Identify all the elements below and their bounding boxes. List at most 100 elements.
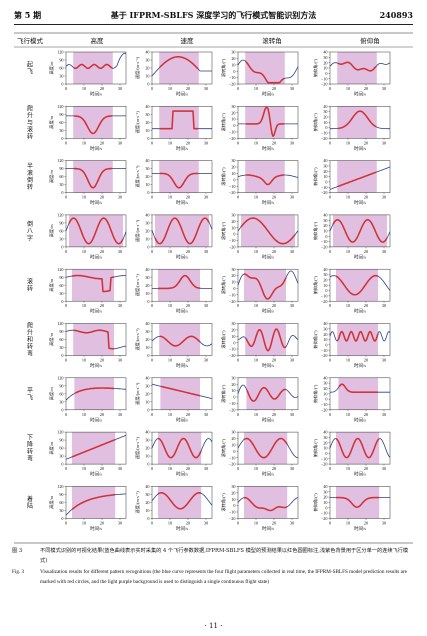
x-tick-label: 10	[254, 520, 258, 525]
y-tick-label: 60	[59, 391, 63, 396]
x-tick-label: 30	[290, 466, 294, 471]
x-axis-label: 时间/s	[176, 145, 188, 152]
x-axis-label: 时间/s	[354, 145, 366, 152]
y-axis-label: 速度/(m·s⁻¹)	[134, 111, 141, 134]
x-tick-label: 20	[186, 249, 190, 254]
x-tick-label: 20	[100, 466, 104, 471]
y-axis-label: 高度/m	[48, 115, 55, 129]
mode-label: 转	[27, 448, 33, 456]
y-tick-label: 40	[323, 321, 327, 326]
x-tick-label: 10	[254, 303, 258, 308]
mode-label: 飞	[27, 69, 33, 76]
y-axis-label: 速度/(m·s⁻¹)	[134, 219, 141, 242]
prediction-markers	[71, 493, 116, 511]
subplot	[328, 51, 391, 86]
y-tick-label: −20	[321, 82, 328, 87]
y-tick-label: 0	[147, 462, 149, 467]
y-axis-label: 滚转角/(°)	[220, 330, 227, 349]
subplot	[328, 377, 391, 412]
y-tick-label: 40	[323, 430, 327, 435]
mode-label: 转	[27, 285, 33, 293]
x-tick-label: 10	[346, 412, 350, 417]
x-tick-label: 0	[329, 466, 331, 471]
mode-label: 倒	[27, 220, 33, 228]
x-tick-label: 20	[186, 358, 190, 363]
x-tick-label: 20	[100, 412, 104, 417]
y-tick-label: 0	[147, 245, 149, 250]
x-tick-label: 20	[272, 412, 276, 417]
y-tick-label: 30	[59, 399, 63, 404]
subplot	[64, 486, 127, 520]
mode-label: 滚	[27, 278, 33, 286]
y-tick-label: −10	[229, 292, 236, 297]
x-axis-label: 时间/s	[354, 253, 366, 260]
x-tick-label: 30	[290, 140, 294, 145]
x-axis-label: 时间/s	[354, 199, 366, 206]
x-tick-label: 10	[346, 140, 350, 145]
mode-label: 和	[27, 336, 33, 344]
x-tick-label: 20	[186, 412, 190, 417]
y-tick-label: 10	[231, 497, 235, 502]
x-tick-label: 30	[382, 249, 386, 254]
y-tick-label: 30	[59, 128, 63, 133]
x-tick-label: 30	[290, 358, 294, 363]
x-tick-label: 30	[290, 249, 294, 254]
y-tick-label: 10	[145, 345, 149, 350]
mode-label: 字	[27, 234, 33, 242]
x-axis-label: 时间/s	[354, 471, 366, 478]
subplot	[150, 106, 213, 140]
x-axis-label: 时间/s	[262, 471, 274, 478]
y-tick-label: 20	[231, 328, 235, 333]
x-tick-label: 20	[186, 466, 190, 471]
y-tick-label: −10	[229, 347, 236, 352]
subplot	[328, 486, 391, 520]
x-tick-label: 0	[237, 195, 239, 200]
y-tick-label: 90	[59, 112, 63, 117]
prediction-markers	[337, 171, 377, 188]
x-tick-label: 0	[151, 249, 153, 254]
x-axis-label: 时间/s	[176, 91, 188, 98]
x-tick-label: 10	[346, 466, 350, 471]
mode-label: 与	[27, 118, 33, 126]
x-tick-label: 20	[186, 195, 190, 200]
y-tick-label: 20	[323, 386, 327, 391]
prediction-markers	[157, 437, 202, 459]
x-tick-label: 10	[254, 86, 258, 91]
subplot	[328, 323, 391, 357]
y-axis-label: 速度/(m·s⁻¹)	[134, 56, 141, 79]
page-number: · 11 ·	[204, 622, 223, 630]
mode-background	[74, 377, 114, 410]
x-axis-label: 时间/s	[262, 145, 274, 152]
y-tick-label: 120	[57, 213, 63, 218]
mode-background	[73, 323, 114, 356]
prediction-markers	[160, 385, 201, 397]
x-tick-label: 20	[186, 303, 190, 308]
mode-label: 弯	[27, 350, 33, 358]
y-tick-label: 20	[231, 110, 235, 115]
x-tick-label: 0	[329, 358, 331, 363]
x-tick-label: 10	[254, 249, 258, 254]
y-tick-label: 30	[145, 112, 149, 117]
x-axis-label: 时间/s	[262, 199, 274, 206]
y-tick-label: 0	[61, 245, 63, 250]
x-axis-label: 时间/s	[354, 416, 366, 423]
y-tick-label: 90	[59, 438, 63, 443]
x-tick-label: 0	[237, 412, 239, 417]
prediction-markers	[68, 217, 124, 245]
x-tick-label: 0	[65, 412, 67, 417]
y-tick-label: 10	[323, 283, 327, 288]
x-tick-label: 20	[364, 358, 368, 363]
x-tick-label: 0	[65, 466, 67, 471]
x-tick-label: 30	[118, 412, 122, 417]
y-tick-label: 20	[323, 277, 327, 282]
y-tick-label: 10	[323, 229, 327, 234]
column-title: 高度	[91, 36, 105, 45]
x-tick-label: 10	[346, 358, 350, 363]
mode-label: 滚	[27, 125, 33, 133]
y-axis-label: 速度/(m·s⁻¹)	[134, 491, 141, 514]
x-tick-label: 10	[82, 140, 86, 145]
subplot	[236, 377, 299, 412]
mode-label: 转	[27, 343, 33, 351]
y-tick-label: 20	[231, 56, 235, 61]
prediction-markers	[337, 61, 377, 72]
